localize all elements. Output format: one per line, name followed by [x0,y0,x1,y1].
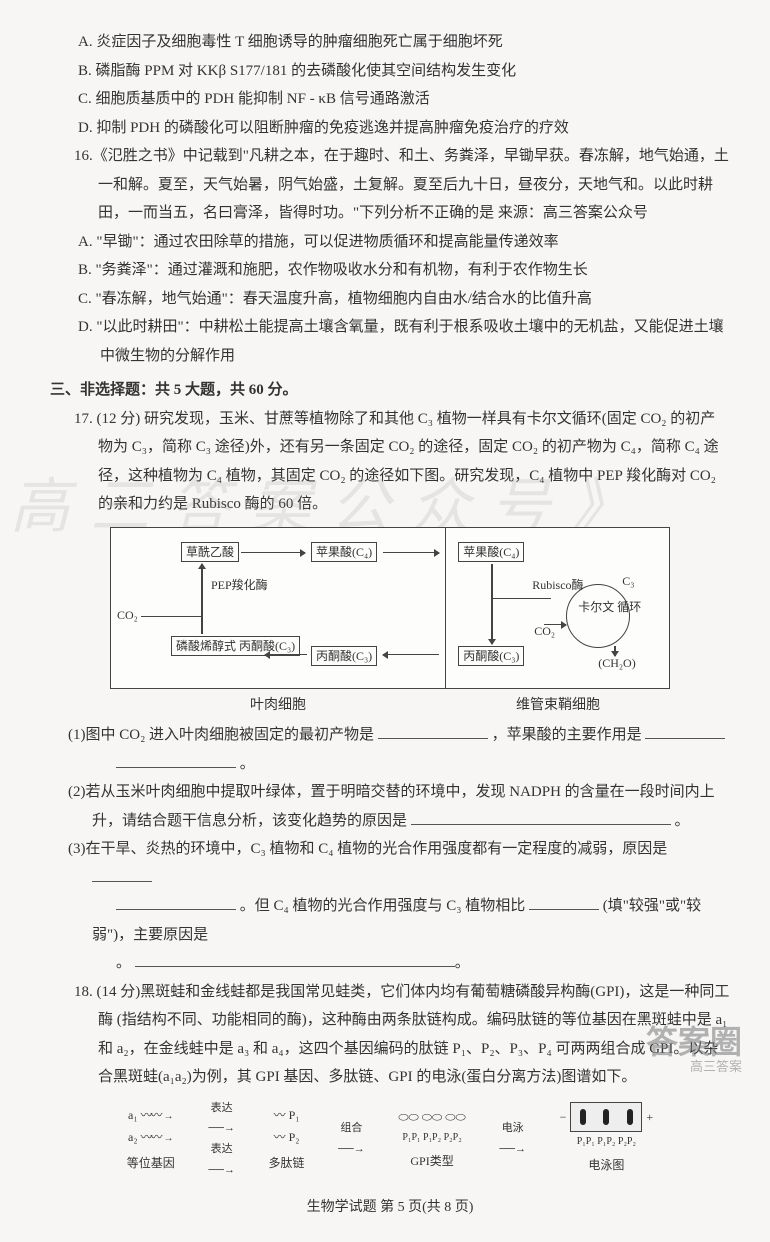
q18-stem: 18. (14 分)黑斑蛙和金线蛙都是我国常见蛙类，它们体内均有葡萄糖磷酸异构酶… [74,978,730,1092]
q17-sub1: (1)图中 CO₂ 进入叶肉细胞被固定的最初产物是 ，苹果酸的主要作用是 。 [68,721,730,778]
caption-bundle-sheath: 维管束鞘细胞 [446,693,670,720]
blank [411,807,671,825]
q17-s1b: ，苹果酸的主要作用是 [492,727,642,743]
q17-s1c: 。 [240,756,255,772]
cap-gpi: GPI类型 [398,1150,466,1173]
mesophyll-cell: 草酰乙酸 苹果酸(C₄) 磷酸烯醇式 丙酮酸(C₃) 丙酮酸(C₃) PEP羧化… [111,528,446,688]
node-oaa: 草酰乙酸 [181,542,239,562]
cap-gel: 电泳图 [560,1154,654,1177]
q16-stem: 16.《氾胜之书》中记载到"凡耕之本，在于趣时、和土、务粪泽，早锄早获。春冻解，… [74,142,730,228]
allele-a1: a₁ [128,1108,138,1122]
q15-option-b: B. 磷脂酶 PPM 对 KKβ S177/181 的去磷酸化使其空间结构发生变… [78,57,730,86]
q18-alleles: a₁ 〰〰 → a₂ 〰〰 → 等位基因 [127,1104,175,1175]
pept-p2: P₂ [289,1130,300,1144]
q17-diagram: 草酰乙酸 苹果酸(C₄) 磷酸烯醇式 丙酮酸(C₃) 丙酮酸(C₃) PEP羧化… [110,527,670,720]
page-footer: 生物学试题 第 5 页(共 8 页) [50,1195,730,1222]
blank [116,750,236,768]
q15-option-d: D. 抑制 PDH 的磷酸化可以阻断肿瘤的免疫逃逸并提高肿瘤免疫治疗的疗效 [78,114,730,143]
q17-sub2: (2)若从玉米叶肉细胞中提取叶绿体，置于明暗交替的环境中，发现 NADPH 的含… [68,778,730,835]
q18-gpi-types: ⬭⬭ ⬭⬭ ⬭⬭ P₁P₁ P₁P₂ P₂P₂ GPI类型 [398,1106,466,1174]
q17-s1a: (1)图中 CO₂ 进入叶肉细胞被固定的最初产物是 [68,727,374,743]
blank [529,893,599,911]
electro-label: 电泳 ──→ [499,1118,526,1160]
cap-allele: 等位基因 [127,1152,175,1175]
caption-mesophyll: 叶肉细胞 [110,693,446,720]
label-rubisco: Rubisco酶 [532,578,583,592]
bundle-sheath-cell: 苹果酸(C₄) 丙酮酸(C₃) 卡尔文 循环 Rubisco酶 CO₂ C₃ (… [446,528,669,688]
node-malate-r: 苹果酸(C₄) [458,542,524,562]
q16-option-a: A. "早锄"：通过农田除草的措施，可以促进物质循环和提高能量传递效率 [78,228,730,257]
q17-sub3: (3)在干旱、炎热的环境中，C₃ 植物和 C₄ 植物的光合作用强度都有一定程度的… [68,835,730,978]
blank [116,893,236,911]
q17-stem: 17. (12 分) 研究发现，玉米、甘蔗等植物除了和其他 C₃ 植物一样具有卡… [74,405,730,519]
pept-p1: P₁ [289,1108,300,1122]
watermark-line1: 答案圈 [646,1025,742,1060]
q17-s3d-pre: 。 [116,955,131,971]
label-pep-enzyme: PEP羧化酶 [211,578,268,592]
node-pyruvate-l: 丙酮酸(C₃) [311,646,377,666]
q18-peptides: 〰 P₁ 〰 P₂ 多肽链 [269,1104,305,1175]
label-co2-right: CO₂ [534,624,555,638]
section-3-header: 三、非选择题：共 5 大题，共 60 分。 [50,376,730,405]
blank [135,950,455,968]
node-calvin: 卡尔文 循环 [578,600,641,614]
q17-s3b: 。但 C₄ 植物的光合作用强度与 C₃ 植物相比 [240,898,525,914]
combine-label: 组合 ──→ [338,1118,365,1160]
blank [378,722,488,740]
q17-s2b: 。 [675,813,690,829]
q18-gel: − + P₁P₁ P₁P₂ P₂P₂ 电泳图 [560,1102,654,1177]
gel-caption: P₁P₁ P₁P₂ P₂P₂ [560,1132,654,1151]
label-ch2o: (CH₂O) [598,656,636,670]
q15-option-a: A. 炎症因子及细胞毒性 T 细胞诱导的肿瘤细胞死亡属于细胞坏死 [78,28,730,57]
q17-s3a: (3)在干旱、炎热的环境中，C₃ 植物和 C₄ 植物的光合作用强度都有一定程度的… [68,841,667,857]
watermark-line2: 高三答案 [646,1060,742,1074]
node-pyruvate-r: 丙酮酸(C₃) [458,646,524,666]
label-co2-left: CO₂ [117,608,138,622]
blank [92,864,152,882]
blank [645,722,725,740]
q16-option-d: D. "以此时耕田"：中耕松土能提高土壤含氧量，既有利于根系吸收土壤中的无机盐，… [78,313,730,370]
q18-diagram: a₁ 〰〰 → a₂ 〰〰 → 等位基因 表达 ──→ 表达 ──→ 〰 P₁ … [110,1098,670,1182]
q16-option-b: B. "务粪泽"：通过灌溉和施肥，农作物吸收水分和有机物，有利于农作物生长 [78,256,730,285]
cap-peptide: 多肽链 [269,1152,305,1175]
q16-option-c: C. "春冻解，地气始通"：春天温度升高，植物细胞内自由水/结合水的比值升高 [78,285,730,314]
node-malate-l: 苹果酸(C₄) [311,542,377,562]
express-label: 表达 ──→ 表达 ──→ [208,1098,235,1182]
q15-option-c: C. 细胞质基质中的 PDH 能抑制 NF - κB 信号通路激活 [78,85,730,114]
label-c3: C₃ [622,574,634,588]
watermark-logo: 答案圈 高三答案 [646,1025,742,1074]
allele-a2: a₂ [128,1130,138,1144]
